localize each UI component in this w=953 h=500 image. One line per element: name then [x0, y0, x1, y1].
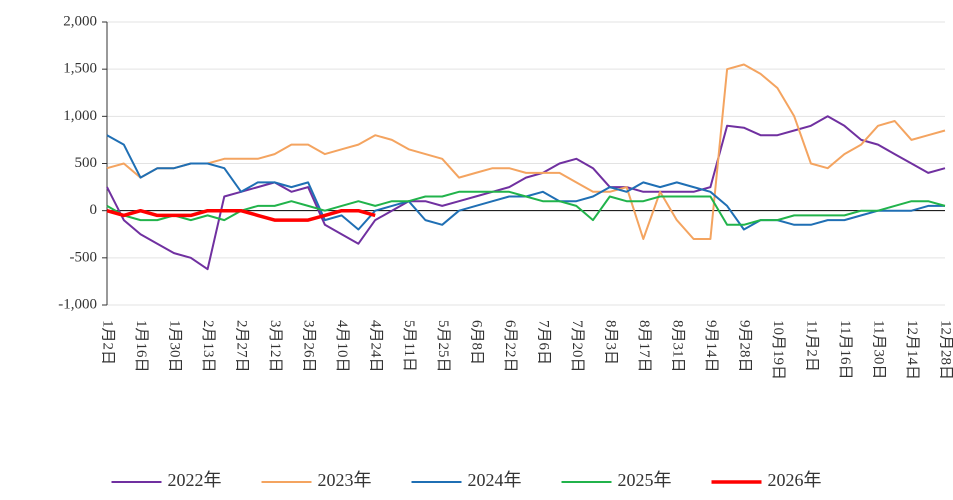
- x-tick-label: 11月30日: [871, 320, 887, 379]
- x-tick-label: 4月10日: [334, 320, 350, 373]
- x-tick-label: 1月30日: [167, 320, 183, 373]
- x-tick-label: 12月14日: [904, 320, 920, 380]
- series-line: [106, 63, 946, 240]
- y-tick-label: -500: [70, 249, 98, 265]
- legend-label: 2025年: [618, 470, 672, 490]
- y-tick-label: 1,000: [63, 108, 97, 124]
- y-tick-label: 2,000: [63, 13, 97, 29]
- series-line: [106, 190, 946, 226]
- legend-label: 2022年: [168, 470, 222, 490]
- legend-label: 2024年: [468, 470, 522, 490]
- x-tick-label: 3月12日: [267, 320, 283, 373]
- x-tick-label: 8月31日: [669, 320, 685, 373]
- series-line: [106, 208, 376, 222]
- y-tick-label: 0: [90, 202, 98, 218]
- x-tick-label: 7月20日: [569, 320, 585, 373]
- x-tick-label: 1月2日: [100, 320, 116, 365]
- x-tick-label: 1月16日: [133, 320, 149, 373]
- x-tick-label: 8月17日: [636, 320, 652, 373]
- legend-label: 2026年: [768, 470, 822, 490]
- x-tick-label: 2月13日: [200, 320, 216, 373]
- x-tick-label: 5月25日: [435, 320, 451, 373]
- x-tick-label: 9月14日: [703, 320, 719, 373]
- x-tick-label: 10月19日: [770, 320, 786, 380]
- y-tick-label: -1,000: [58, 296, 97, 312]
- series-line: [106, 115, 946, 271]
- x-tick-label: 5月11日: [401, 320, 417, 372]
- x-tick-label: 6月8日: [468, 320, 484, 365]
- x-tick-label: 9月28日: [736, 320, 752, 373]
- x-tick-label: 12月28日: [938, 320, 953, 380]
- x-tick-label: 6月22日: [502, 320, 518, 373]
- x-tick-label: 11月16日: [837, 320, 853, 379]
- y-tick-label: 1,500: [63, 61, 97, 77]
- x-tick-label: 11月2日: [803, 320, 819, 372]
- x-tick-label: 3月26日: [301, 320, 317, 373]
- legend-label: 2023年: [318, 470, 372, 490]
- y-tick-label: 500: [75, 155, 98, 171]
- x-tick-label: 2月27日: [234, 320, 250, 373]
- x-tick-label: 8月3日: [602, 320, 618, 365]
- x-tick-label: 4月24日: [368, 320, 384, 373]
- x-tick-label: 7月6日: [535, 320, 551, 365]
